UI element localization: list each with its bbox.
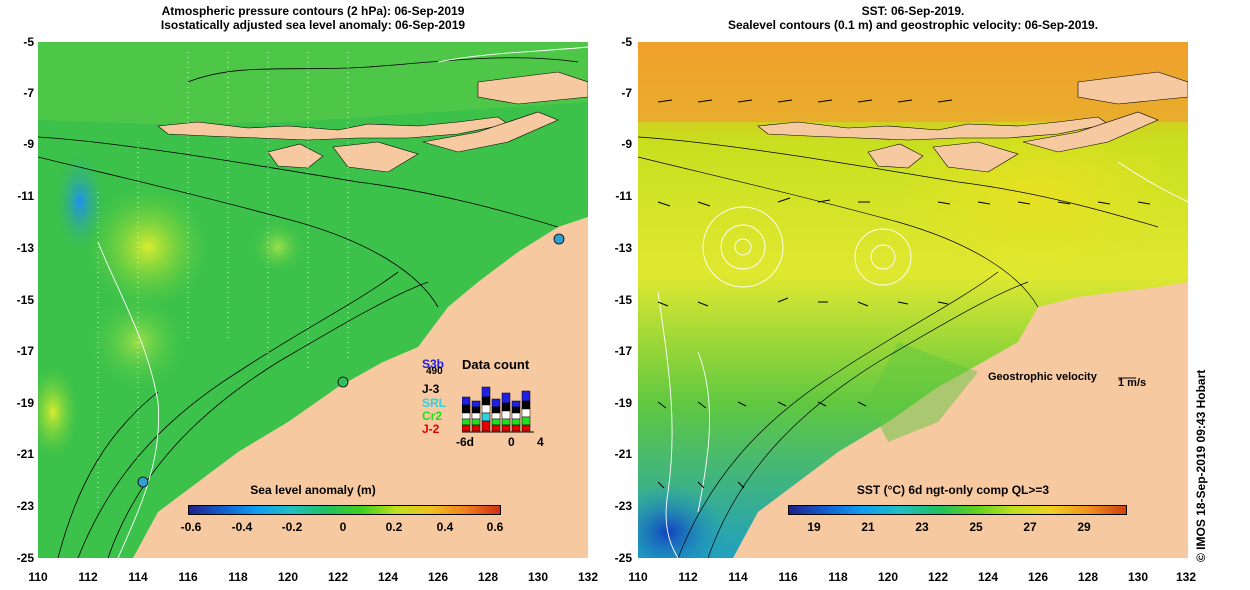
lon-tick: 128 <box>477 570 499 584</box>
satellite-label-j2: J-2 <box>422 422 440 436</box>
lon-tick: 132 <box>577 570 599 584</box>
lon-tick: 126 <box>1027 570 1049 584</box>
sea-level-anomaly-map-graphic <box>38 42 588 558</box>
lat-tick: -21 <box>614 447 632 461</box>
lat-tick: -25 <box>16 551 34 565</box>
geostrophic-velocity-label: Geostrophic velocity <box>988 371 1097 383</box>
lon-tick: 124 <box>377 570 399 584</box>
lat-tick: -17 <box>16 344 34 358</box>
lon-tick: 112 <box>78 570 98 584</box>
lon-tick: 114 <box>728 570 748 584</box>
lat-tick: -5 <box>621 35 632 49</box>
right-colorbar-title: SST (°C) 6d ngt-only comp QL>=3 <box>856 483 1050 497</box>
lat-tick: -7 <box>23 86 34 100</box>
left-colorbar-tick: 0.6 <box>486 520 504 534</box>
lat-tick: -5 <box>23 35 34 49</box>
lon-tick: 110 <box>628 570 648 584</box>
left-title: Atmospheric pressure contours (2 hPa): 0… <box>38 4 588 32</box>
right-colorbar-tick: 23 <box>915 520 929 534</box>
lat-tick: -19 <box>16 396 34 410</box>
lat-tick: -13 <box>16 241 34 255</box>
lon-tick: 118 <box>828 570 848 584</box>
left-colorbar-tick: -0.4 <box>231 520 253 534</box>
lon-tick: 122 <box>327 570 349 584</box>
imos-credit: © IMOS 18-Sep-2019 09:43 Hobart <box>1194 369 1208 562</box>
right-colorbar-tick: 29 <box>1077 520 1091 534</box>
lat-tick: -9 <box>621 137 632 151</box>
left-colorbar-title: Sea level anomaly (m) <box>250 483 376 497</box>
lon-tick: 118 <box>228 570 248 584</box>
satellite-label-cr2: Cr2 <box>422 409 443 423</box>
lon-tick: 110 <box>28 570 48 584</box>
lat-tick: -15 <box>614 293 632 307</box>
lat-tick: -23 <box>16 499 34 513</box>
lat-tick: -11 <box>17 189 34 203</box>
lon-tick: 126 <box>427 570 449 584</box>
lon-tick: 116 <box>778 570 798 584</box>
lon-tick: 132 <box>1175 570 1197 584</box>
right-title: SST: 06-Sep-2019. Sealevel contours (0.1… <box>638 4 1188 32</box>
left-colorbar-tick: 0 <box>339 520 347 534</box>
data-count-tick-start: -6d <box>456 435 474 449</box>
satellite-label-s3b: S3b <box>422 357 445 371</box>
right-colorbar-tick: 27 <box>1023 520 1037 534</box>
lon-tick: 120 <box>877 570 899 584</box>
data-count-tick-end: 4 <box>537 435 544 449</box>
right-colorbar-tick: 19 <box>807 520 821 534</box>
right-colorbar-tick: 25 <box>969 520 983 534</box>
left-colorbar-tick: 0.4 <box>436 520 454 534</box>
lat-tick: -21 <box>16 447 34 461</box>
lat-tick: -19 <box>614 396 632 410</box>
data-count-bars <box>462 386 534 433</box>
lon-tick: 116 <box>178 570 198 584</box>
sst-map-graphic <box>638 42 1188 558</box>
lat-tick: -13 <box>614 241 632 255</box>
satellite-label-srl: SRL <box>422 396 446 410</box>
lon-tick: 124 <box>977 570 999 584</box>
left-title-line2: Isostatically adjusted sea level anomaly… <box>160 18 466 32</box>
lat-tick: -7 <box>621 86 632 100</box>
lon-tick: 122 <box>927 570 949 584</box>
lon-tick: 112 <box>678 570 698 584</box>
lat-tick: -15 <box>16 293 34 307</box>
lat-tick: -23 <box>614 499 632 513</box>
geostrophic-velocity-scale: 1 m/s <box>1118 377 1147 389</box>
lon-tick: 120 <box>277 570 299 584</box>
right-title-line2: Sealevel contours (0.1 m) and geostrophi… <box>727 18 1099 32</box>
data-count-legend: Data count S3b 490 J-3 SRL Cr2 J-2 -6d 0… <box>422 357 552 452</box>
lon-tick: 114 <box>128 570 148 584</box>
sea-level-colorbar <box>188 505 501 515</box>
lat-tick: -17 <box>614 344 632 358</box>
sea-level-anomaly-map: Data count S3b 490 J-3 SRL Cr2 J-2 -6d 0… <box>38 42 588 558</box>
sst-colorbar <box>788 505 1127 515</box>
right-colorbar-tick: 21 <box>861 520 875 534</box>
satellite-label-490: 490 <box>426 366 443 377</box>
left-colorbar-tick: 0.2 <box>385 520 403 534</box>
data-count-title: Data count <box>462 357 530 372</box>
right-title-line1: SST: 06-Sep-2019. <box>861 4 965 18</box>
lon-tick: 130 <box>1127 570 1149 584</box>
lon-tick: 128 <box>1077 570 1099 584</box>
left-colorbar-tick: -0.6 <box>180 520 202 534</box>
lon-tick: 130 <box>527 570 549 584</box>
left-title-line1: Atmospheric pressure contours (2 hPa): 0… <box>161 4 465 18</box>
lat-tick: -11 <box>615 189 632 203</box>
data-count-tick-zero: 0 <box>508 435 515 449</box>
lat-tick: -9 <box>23 137 34 151</box>
sst-map: Geostrophic velocity 1 m/s SST (°C) 6d n… <box>638 42 1188 558</box>
left-colorbar-tick: -0.2 <box>281 520 303 534</box>
satellite-label-j3: J-3 <box>422 382 440 396</box>
lat-tick: -25 <box>614 551 632 565</box>
